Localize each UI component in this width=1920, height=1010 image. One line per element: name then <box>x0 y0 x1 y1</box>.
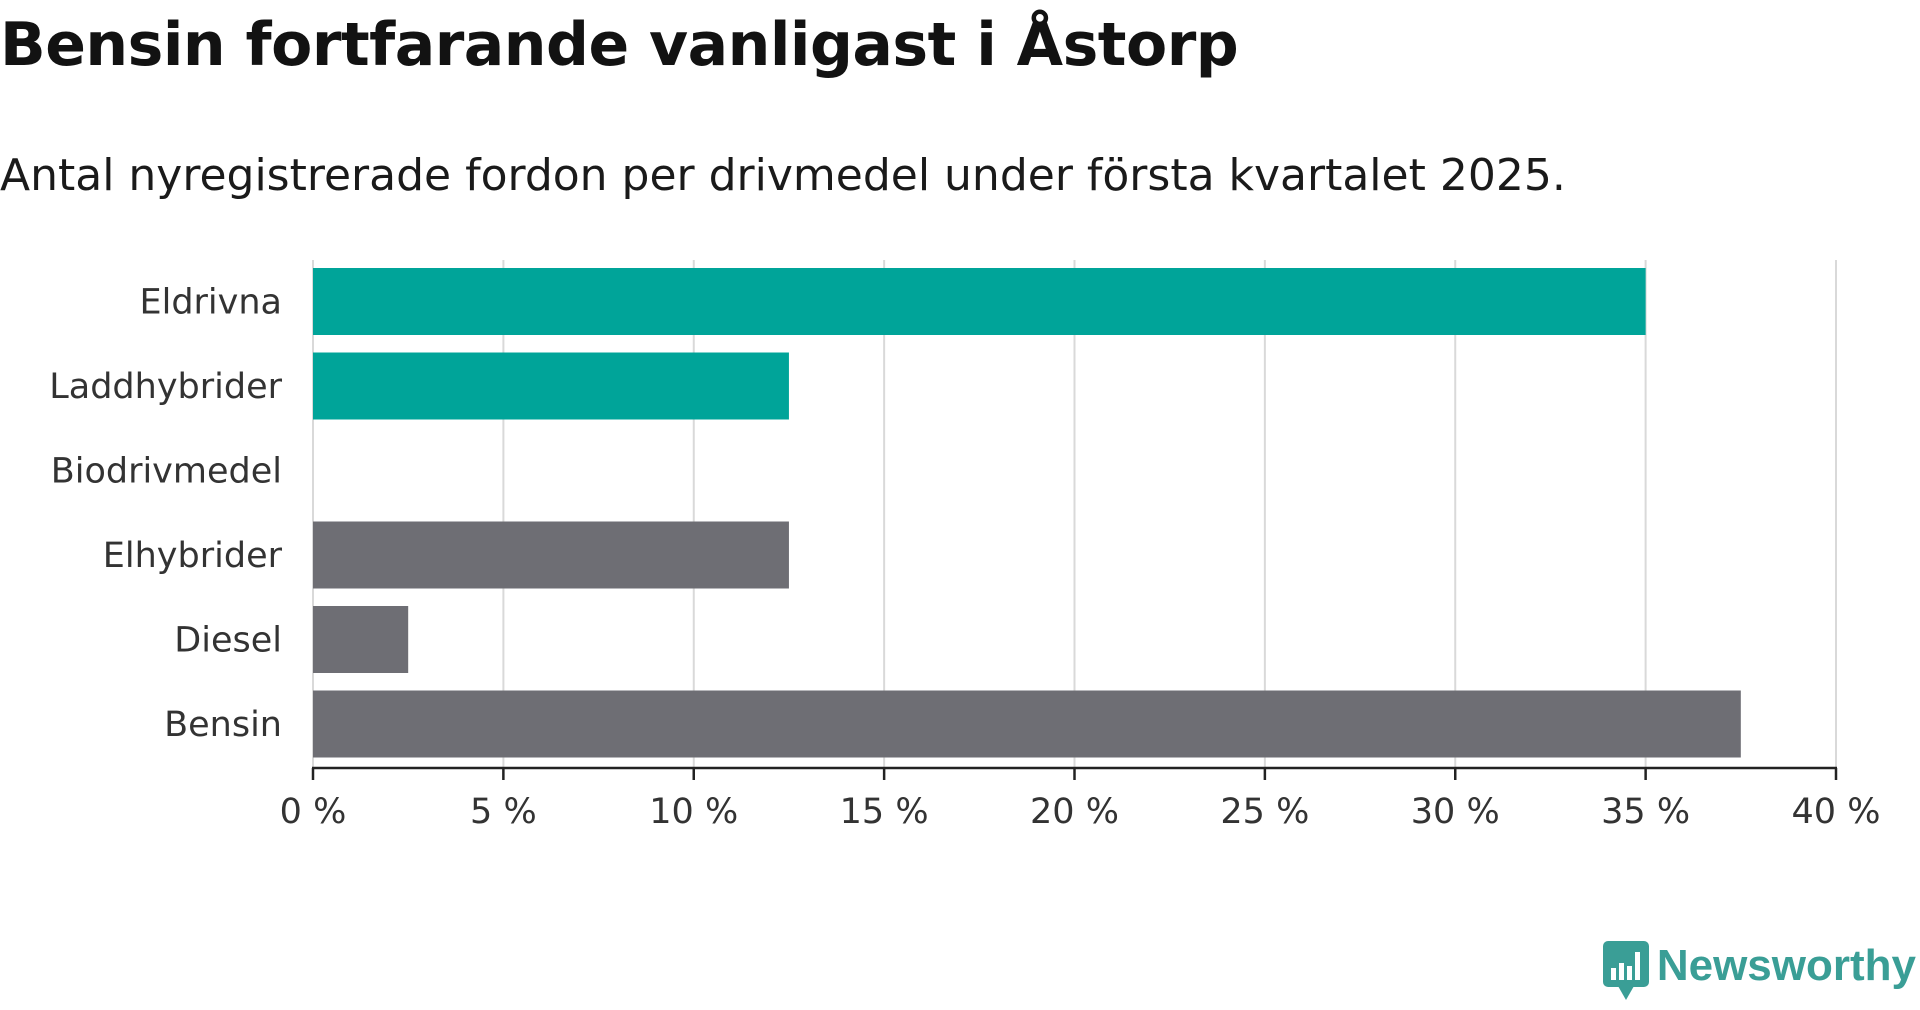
x-tick-label: 40 % <box>1792 792 1881 832</box>
x-tick-label: 15 % <box>840 792 929 832</box>
category-label: Biodrivmedel <box>51 452 282 492</box>
category-label: Elhybrider <box>103 536 283 576</box>
brand-name: Newsworthy <box>1657 941 1917 990</box>
gridlines <box>312 260 1837 768</box>
bar-bensin <box>313 690 1741 758</box>
bar-chart: Eldrivna Laddhybrider Biodrivmedel Elhybrid… <box>49 260 1881 832</box>
bar-eldrivna <box>313 268 1646 335</box>
category-label: Laddhybrider <box>49 367 282 407</box>
x-tick-label: 20 % <box>1030 792 1119 832</box>
category-label: Eldrivna <box>139 283 282 323</box>
newsworthy-logo: Newsworthy <box>1603 941 1917 1000</box>
x-tick-label: 5 % <box>470 792 537 832</box>
x-tick-label: 10 % <box>649 792 738 832</box>
chart-title: Bensin fortfarande vanligast i Åstorp <box>0 10 1239 80</box>
chart-subtitle: Antal nyregistrerade fordon per drivmede… <box>0 150 1566 201</box>
category-labels: Eldrivna Laddhybrider Biodrivmedel Elhybrid… <box>49 283 282 746</box>
category-label: Bensin <box>164 705 282 745</box>
category-label: Diesel <box>174 621 282 661</box>
bar-diesel <box>313 606 409 673</box>
x-axis: 0 % 5 % 10 % 15 % 20 % 25 % 30 % 35 % 40 % <box>280 766 1881 832</box>
bar-laddhybrider <box>313 352 789 420</box>
x-tick-label: 35 % <box>1601 792 1690 832</box>
bars <box>313 268 1741 758</box>
x-tick-label: 30 % <box>1411 792 1500 832</box>
bar-elhybrider <box>313 521 789 589</box>
x-tick-label: 25 % <box>1220 792 1309 832</box>
x-tick-label: 0 % <box>280 792 347 832</box>
newsworthy-mark-icon <box>1603 941 1649 1000</box>
